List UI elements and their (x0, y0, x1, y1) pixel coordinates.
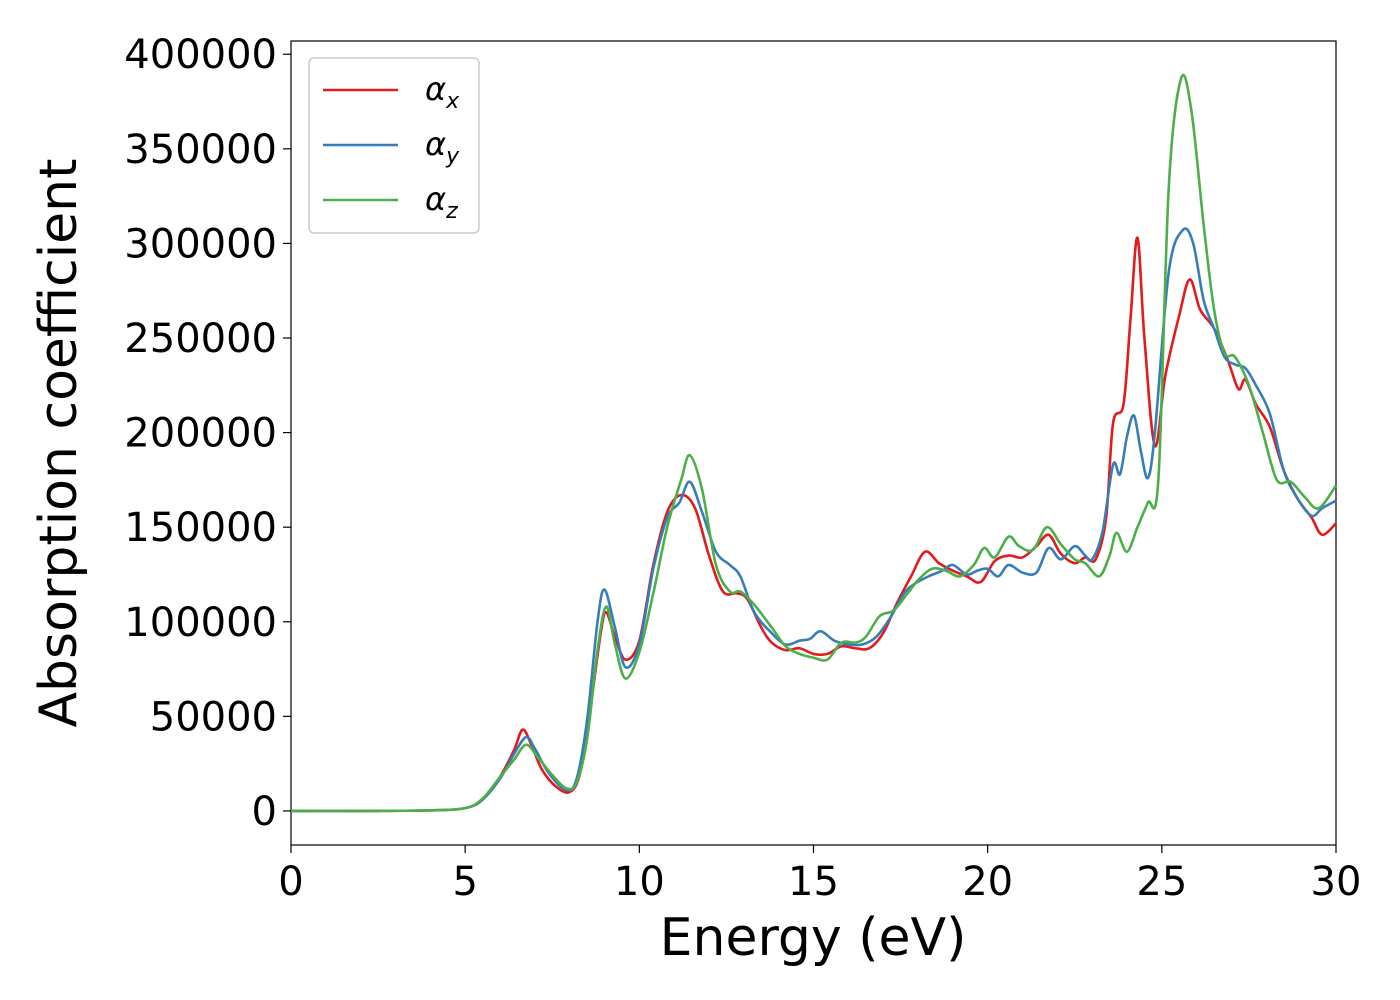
series-lines (290, 73, 1338, 813)
x-axis-ticks: 0 5 10 15 20 25 30 (278, 845, 1361, 905)
y-tick-label: 150000 (124, 505, 277, 551)
series-line-alpha-z (290, 73, 1338, 813)
y-axis-label: Absorption coefficient (29, 158, 89, 727)
y-tick-label: 400000 (124, 32, 277, 78)
x-tick-label: 20 (962, 859, 1013, 905)
x-tick-label: 5 (452, 859, 477, 905)
x-axis-label: Energy (eV) (660, 908, 967, 968)
legend-label-alpha-x: αx (425, 70, 460, 114)
y-tick-label: 350000 (124, 127, 277, 173)
y-tick-label: 0 (252, 789, 277, 835)
y-tick-label: 50000 (150, 694, 277, 740)
y-tick-label: 300000 (124, 221, 277, 267)
y-axis-ticks: 0 50000 100000 150000 200000 250000 300000 3500… (124, 32, 291, 835)
legend: αx αy αz (308, 57, 480, 234)
y-tick-label: 100000 (124, 600, 277, 646)
x-tick-label: 25 (1136, 859, 1187, 905)
x-tick-label: 30 (1311, 859, 1362, 905)
legend-label-alpha-z: αz (425, 180, 458, 224)
x-tick-label: 0 (278, 859, 303, 905)
x-tick-label: 15 (788, 859, 839, 905)
legend-label-alpha-y: αy (425, 125, 460, 169)
y-tick-label: 200000 (124, 411, 277, 457)
y-tick-label: 250000 (124, 316, 277, 362)
x-tick-label: 10 (614, 859, 665, 905)
